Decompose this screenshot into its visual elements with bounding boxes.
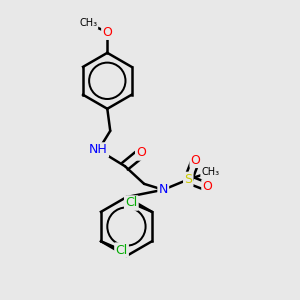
Text: N: N [159,183,168,196]
Text: CH₃: CH₃ [201,167,219,177]
Text: Cl: Cl [125,196,137,209]
Text: O: O [191,154,201,167]
Text: CH₃: CH₃ [79,18,97,28]
Text: Cl: Cl [116,244,128,256]
Text: NH: NH [89,143,108,157]
Text: O: O [136,146,146,159]
Text: S: S [184,173,192,186]
Text: O: O [102,26,112,39]
Text: O: O [202,180,212,193]
